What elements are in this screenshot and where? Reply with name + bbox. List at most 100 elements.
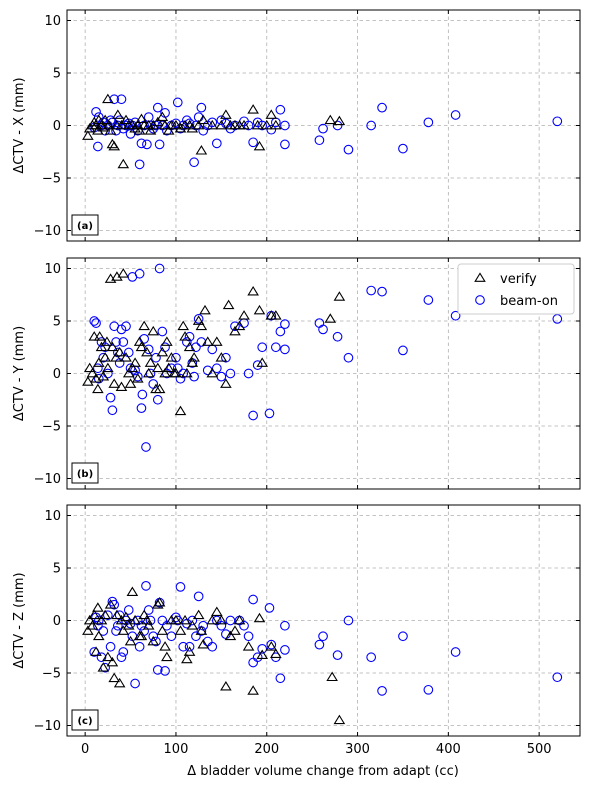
verify-point (247, 685, 259, 695)
beam-on-point (398, 143, 408, 154)
x-tick-label: 100 (164, 742, 189, 757)
verify-point (110, 352, 122, 362)
verify-point (83, 614, 96, 625)
verify-point (265, 641, 278, 651)
beam-on-point (202, 636, 213, 647)
beam-on-point (132, 615, 143, 626)
beam-on-point (248, 410, 258, 421)
verify-point (201, 336, 214, 346)
verify-point (108, 672, 121, 683)
verify-point (161, 651, 173, 662)
beam-on-point (154, 263, 165, 274)
beam-on-point (103, 610, 113, 621)
beam-on-point (193, 591, 204, 602)
verify-point (141, 346, 153, 357)
verify-point (238, 310, 250, 320)
legend-box (457, 263, 575, 315)
verify-point (186, 620, 199, 630)
verify-point (170, 119, 182, 130)
verify-point (92, 383, 104, 394)
verify-point (104, 599, 117, 609)
beam-on-point (142, 139, 152, 150)
x-tick-label: 400 (436, 742, 461, 757)
verify-point (151, 362, 164, 373)
verify-point (135, 630, 148, 641)
y-axis-label: ΔCTV - X (mm) (12, 77, 27, 173)
legend-verify-marker (474, 272, 486, 282)
beam-on-point (118, 647, 129, 657)
beam-on-point (196, 337, 207, 347)
x-tick-label: 500 (527, 742, 552, 757)
verify-point (229, 625, 241, 635)
verify-point (126, 586, 139, 597)
x-tick-label: 200 (254, 742, 279, 757)
verify-point (120, 352, 132, 362)
verify-point (104, 125, 117, 135)
verify-point (183, 646, 196, 656)
beam-on-point (552, 116, 563, 127)
verify-point (86, 620, 99, 630)
beam-on-point (143, 344, 154, 355)
verify-point (195, 625, 208, 635)
beam-on-point (152, 664, 163, 675)
beam-on-point (134, 268, 145, 279)
beam-on-point (93, 615, 104, 626)
verify-point (161, 336, 173, 346)
panel-2: −10 −5 0 5 10 ΔCTV - Y (mm) (b) verify beam-on (12, 257, 581, 490)
beam-on-point (152, 394, 163, 405)
beam-on-point (118, 337, 129, 347)
beam-on-point (175, 582, 186, 592)
y-tick-label: 10 (44, 14, 61, 29)
beam-on-point (109, 94, 120, 105)
y-tick-label: −10 (34, 224, 61, 239)
verify-point (179, 614, 191, 625)
verify-point (333, 115, 346, 126)
verify-point (117, 625, 130, 635)
beam-on-point (151, 636, 161, 647)
verify-point (156, 625, 169, 635)
beam-on-point (148, 631, 159, 642)
y-axis-label: ΔCTV - Y (mm) (12, 326, 27, 421)
beam-on-point (243, 631, 254, 642)
verify-point (238, 119, 250, 130)
beam-on-point (343, 352, 354, 363)
verify-point (199, 304, 211, 315)
beam-on-point (172, 97, 183, 108)
beam-on-point (103, 368, 113, 379)
beam-on-point (280, 319, 290, 330)
beam-on-point (121, 321, 131, 332)
beam-on-point (398, 345, 408, 356)
y-axis-label: ΔCTV - Z (mm) (12, 572, 27, 668)
verify-point (220, 378, 232, 388)
verify-point (192, 609, 205, 620)
verify-point (97, 662, 110, 672)
verify-point (102, 93, 114, 104)
verify-point (206, 367, 219, 378)
beam-on-point (275, 326, 286, 337)
beam-on-point (248, 594, 258, 605)
verify-point (165, 352, 178, 362)
verify-point (113, 677, 126, 688)
verify-point (183, 341, 196, 352)
beam-on-point (450, 110, 461, 120)
verify-point (247, 104, 259, 114)
verify-point (129, 357, 141, 367)
beam-on-point (423, 295, 434, 305)
verify-point (153, 596, 166, 607)
verify-point (92, 125, 104, 135)
verify-point (215, 614, 228, 625)
beam-on-point (239, 318, 249, 328)
verify-point (113, 346, 126, 357)
verify-point (124, 635, 137, 646)
beam-on-point (243, 368, 254, 379)
beam-on-point (136, 403, 147, 414)
verify-point (102, 362, 114, 373)
verify-point (108, 378, 121, 388)
panels-group: −10 −5 0 5 10 ΔCTV - X (mm) (a) −10 −5 0 5 10 ΔCTV -… (12, 9, 581, 757)
verify-point (206, 119, 219, 130)
beam-on-point (280, 620, 290, 631)
beam-on-point (275, 673, 286, 684)
beam-on-point (552, 314, 563, 324)
verify-point (93, 331, 106, 341)
verify-point (147, 635, 160, 646)
